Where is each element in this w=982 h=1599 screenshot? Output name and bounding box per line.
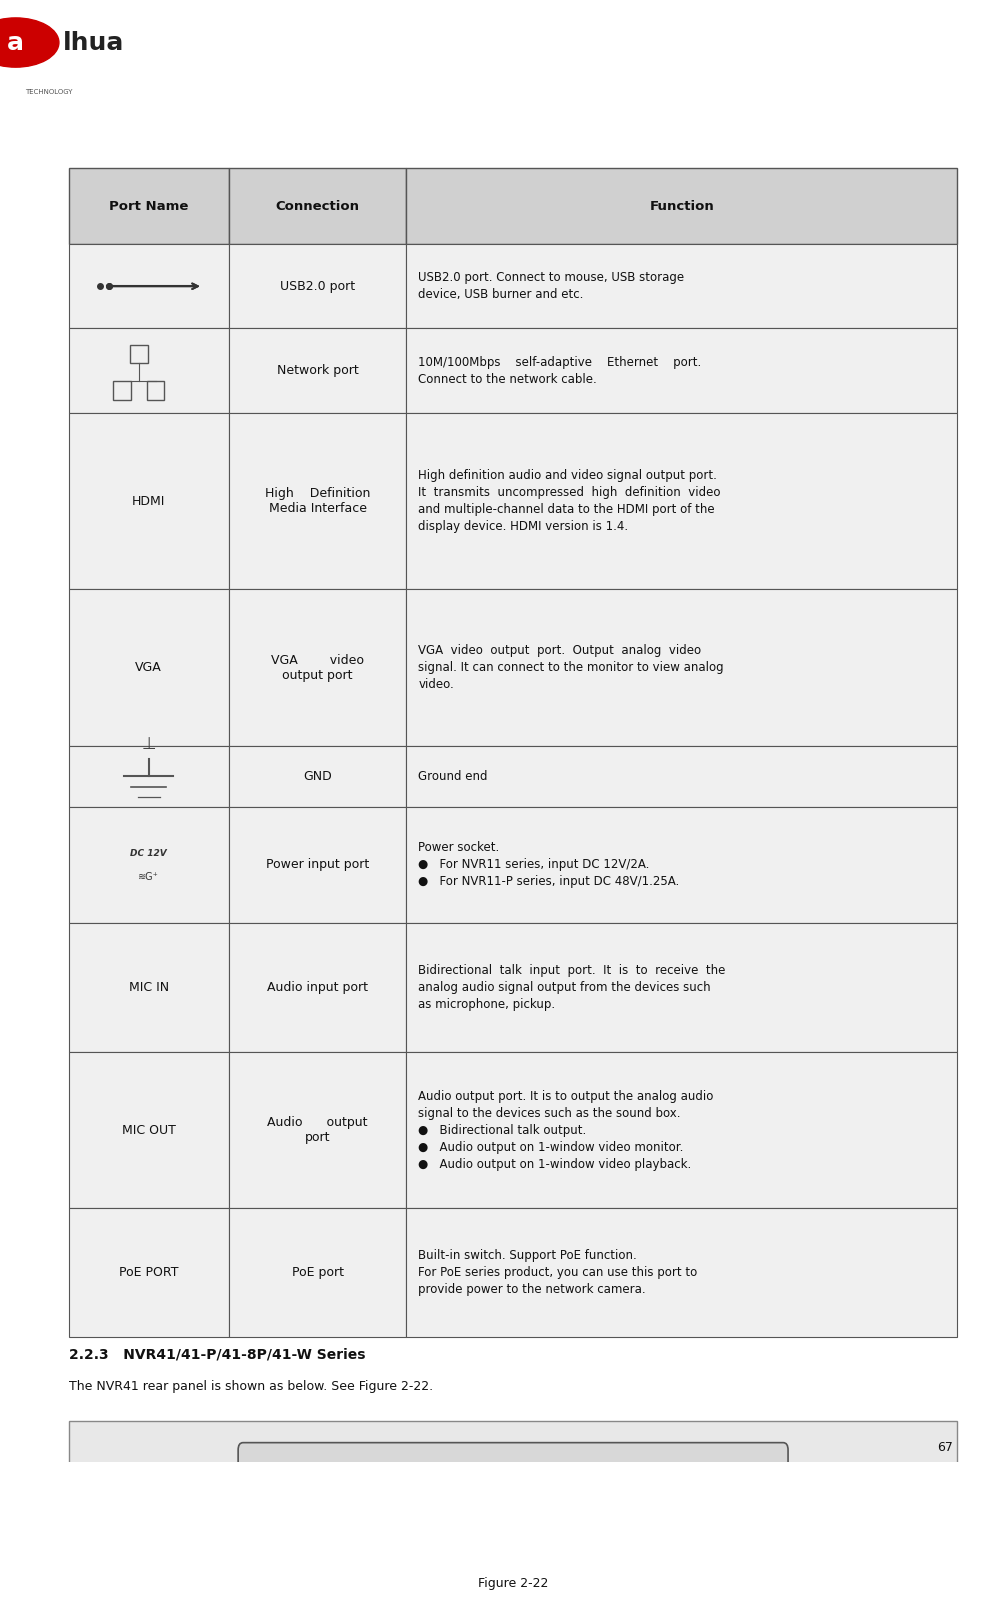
Text: USB2.0 port. Connect to mouse, USB storage
device, USB burner and etc.: USB2.0 port. Connect to mouse, USB stora… (418, 272, 684, 301)
Text: Port Name: Port Name (109, 200, 189, 213)
FancyBboxPatch shape (672, 1474, 695, 1514)
Text: Figure 2-22: Figure 2-22 (478, 1577, 548, 1589)
Text: 67: 67 (937, 1441, 953, 1455)
FancyBboxPatch shape (407, 168, 957, 245)
Bar (146, 382, 164, 400)
FancyBboxPatch shape (69, 328, 229, 413)
Text: Audio output port. It is to output the analog audio
signal to the devices such a: Audio output port. It is to output the a… (418, 1089, 714, 1170)
Text: Ground end: Ground end (418, 771, 488, 784)
FancyBboxPatch shape (229, 413, 407, 590)
Text: a: a (7, 30, 25, 54)
Text: High definition audio and video signal output port.
It  transmits  uncompressed : High definition audio and video signal o… (418, 469, 721, 532)
FancyBboxPatch shape (69, 590, 229, 745)
Bar (113, 382, 131, 400)
FancyBboxPatch shape (407, 745, 957, 807)
Text: High    Definition
Media Interface: High Definition Media Interface (265, 488, 370, 515)
FancyBboxPatch shape (69, 245, 229, 328)
FancyBboxPatch shape (407, 923, 957, 1052)
FancyBboxPatch shape (69, 923, 229, 1052)
Text: PoE port: PoE port (292, 1266, 344, 1279)
FancyBboxPatch shape (229, 590, 407, 745)
FancyBboxPatch shape (465, 1474, 489, 1514)
FancyBboxPatch shape (229, 1052, 407, 1209)
Text: Built-in switch. Support PoE function.
For PoE series product, you can use this : Built-in switch. Support PoE function. F… (418, 1249, 697, 1297)
FancyBboxPatch shape (229, 1209, 407, 1337)
FancyBboxPatch shape (407, 1052, 957, 1209)
Text: 10M/100Mbps    self-adaptive    Ethernet    port.
Connect to the network cable.: 10M/100Mbps self-adaptive Ethernet port.… (418, 355, 701, 385)
Text: The NVR41 rear panel is shown as below. See Figure 2-22.: The NVR41 rear panel is shown as below. … (69, 1380, 433, 1393)
FancyBboxPatch shape (407, 328, 957, 413)
FancyBboxPatch shape (603, 1474, 627, 1514)
Text: USB2.0 port: USB2.0 port (280, 280, 355, 293)
Text: VGA  video  output  port.  Output  analog  video
signal. It can connect to the m: VGA video output port. Output analog vid… (418, 644, 724, 691)
Text: Function: Function (649, 200, 714, 213)
FancyBboxPatch shape (69, 1052, 229, 1209)
FancyBboxPatch shape (328, 1474, 352, 1514)
FancyBboxPatch shape (407, 590, 957, 745)
FancyBboxPatch shape (69, 1209, 229, 1337)
Bar (130, 345, 147, 363)
FancyBboxPatch shape (407, 413, 957, 590)
FancyBboxPatch shape (259, 1474, 283, 1514)
FancyBboxPatch shape (229, 245, 407, 328)
Text: HDMI: HDMI (132, 494, 165, 507)
Text: Bidirectional  talk  input  port.  It  is  to  receive  the
analog audio signal : Bidirectional talk input port. It is to … (418, 964, 726, 1011)
Text: Audio      output
port: Audio output port (267, 1116, 368, 1143)
FancyBboxPatch shape (534, 1474, 558, 1514)
FancyBboxPatch shape (69, 1422, 957, 1559)
FancyBboxPatch shape (407, 807, 957, 923)
Text: lhua: lhua (63, 30, 124, 54)
Text: VGA        video
output port: VGA video output port (271, 654, 364, 681)
FancyBboxPatch shape (407, 245, 957, 328)
FancyBboxPatch shape (69, 807, 229, 923)
Text: Audio input port: Audio input port (267, 980, 368, 993)
Text: PoE PORT: PoE PORT (119, 1266, 179, 1279)
Text: ≋G⁺: ≋G⁺ (138, 871, 159, 881)
FancyBboxPatch shape (407, 1209, 957, 1337)
Text: GND: GND (303, 771, 332, 784)
Text: MIC OUT: MIC OUT (122, 1124, 176, 1137)
Text: MIC IN: MIC IN (129, 980, 169, 993)
FancyBboxPatch shape (69, 745, 229, 807)
Text: DC 12V: DC 12V (131, 849, 167, 857)
Text: 2.2.3   NVR41/41-P/41-8P/41-W Series: 2.2.3 NVR41/41-P/41-8P/41-W Series (69, 1348, 365, 1362)
Text: Power input port: Power input port (266, 859, 369, 871)
Text: VGA: VGA (136, 660, 162, 675)
FancyBboxPatch shape (229, 328, 407, 413)
FancyBboxPatch shape (397, 1474, 420, 1514)
FancyBboxPatch shape (229, 807, 407, 923)
FancyBboxPatch shape (229, 168, 407, 245)
FancyBboxPatch shape (740, 1474, 764, 1514)
Text: TECHNOLOGY: TECHNOLOGY (26, 90, 73, 94)
Text: Connection: Connection (276, 200, 359, 213)
FancyBboxPatch shape (229, 923, 407, 1052)
Circle shape (0, 18, 59, 67)
Text: Network port: Network port (277, 365, 358, 377)
FancyBboxPatch shape (229, 745, 407, 807)
Text: ⊥: ⊥ (141, 736, 156, 753)
FancyBboxPatch shape (238, 1442, 788, 1538)
FancyBboxPatch shape (69, 168, 229, 245)
FancyBboxPatch shape (69, 413, 229, 590)
Text: Power socket.
●   For NVR11 series, input DC 12V/2A.
●   For NVR11-P series, inp: Power socket. ● For NVR11 series, input … (418, 841, 680, 889)
